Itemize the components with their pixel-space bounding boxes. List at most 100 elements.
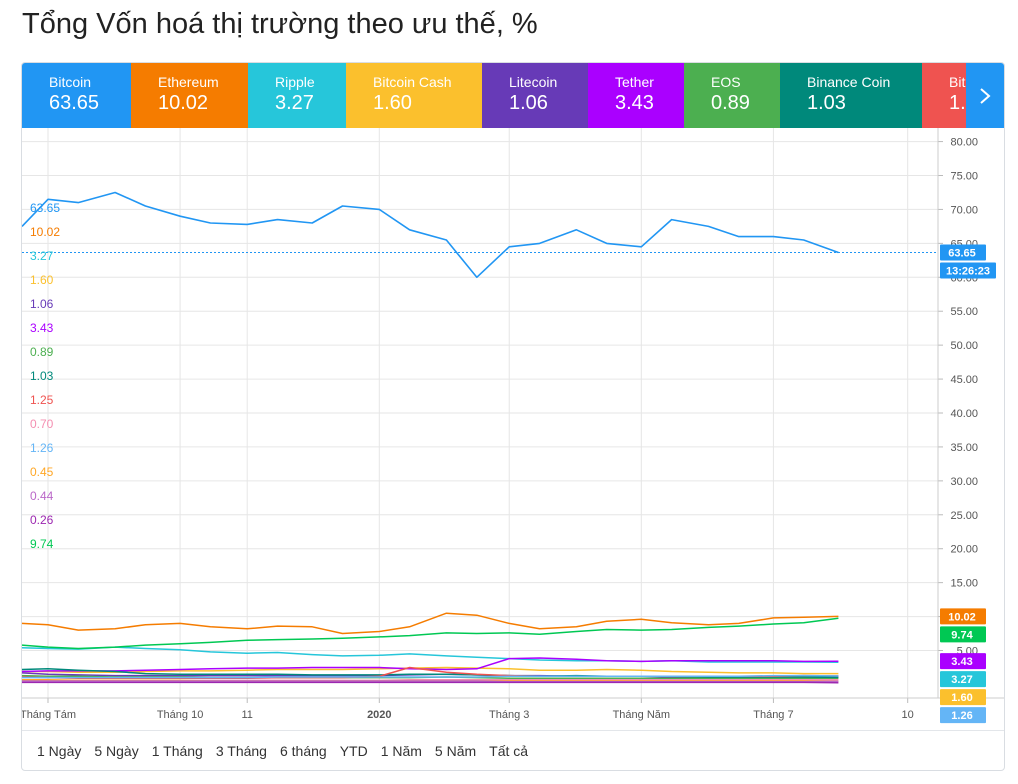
- series-line-2[interactable]: [22, 646, 839, 663]
- x-tick-label: 2020: [367, 709, 391, 721]
- tab-name: Ripple: [275, 74, 315, 90]
- x-tick-label: Tháng 10: [157, 709, 203, 721]
- range-button[interactable]: 5 Năm: [434, 742, 477, 759]
- price-tag-label: 3.27: [951, 674, 972, 686]
- tab-eos[interactable]: EOS 0.89: [684, 63, 780, 128]
- tab-value: 3.27: [275, 92, 314, 114]
- series-line-3[interactable]: [22, 666, 839, 675]
- legend-value: 0.70: [30, 417, 54, 431]
- legend-value: 3.43: [30, 321, 54, 335]
- tab-name: Bitcoin SV: [949, 74, 966, 90]
- tab-value: 63.65: [49, 92, 100, 114]
- tab-binance-coin[interactable]: Binance Coin 1.03: [780, 63, 922, 128]
- legend-value: 0.89: [30, 345, 54, 359]
- tab-bitcoin-sv[interactable]: Bitcoin SV 1.25: [922, 63, 966, 128]
- range-button[interactable]: 6 tháng: [279, 742, 327, 759]
- coin-tabs: Bitcoin 63.65 Ethereum 10.02 Ripple 3.27 Bitco…: [22, 63, 966, 128]
- range-button[interactable]: Tất cả: [489, 742, 529, 759]
- tab-value: 0.89: [711, 92, 750, 114]
- y-tick-label: 50.00: [950, 340, 978, 352]
- y-tick-label: 40.00: [950, 408, 978, 420]
- tab-tether[interactable]: Tether 3.43: [588, 63, 684, 128]
- tab-name: EOS: [711, 74, 741, 90]
- price-tag-label: 3.43: [951, 656, 972, 668]
- legend-value: 1.03: [30, 369, 54, 383]
- tab-litecoin[interactable]: Litecoin 1.06: [482, 63, 588, 128]
- chart-card: Bitcoin 63.65 Ethereum 10.02 Ripple 3.27 Bitco…: [21, 62, 1005, 771]
- range-button[interactable]: 1 Năm: [380, 742, 422, 759]
- time-tag-label: 13:26:23: [946, 266, 990, 278]
- tab-bitcoin[interactable]: Bitcoin 63.65: [22, 63, 131, 128]
- y-tick-label: 45.00: [950, 374, 978, 386]
- tab-name: Litecoin: [509, 74, 558, 90]
- legend-value: 63.65: [30, 201, 60, 215]
- tab-value: 10.02: [158, 92, 209, 114]
- x-tick-label: 11: [241, 709, 252, 721]
- x-tick-label: Tháng 7: [753, 709, 793, 721]
- y-tick-label: 25.00: [950, 510, 978, 522]
- tab-bitcoin-cash[interactable]: Bitcoin Cash 1.60: [346, 63, 482, 128]
- x-tick-label: Tháng Năm: [613, 709, 670, 721]
- legend-value: 0.26: [30, 513, 54, 527]
- legend-value: 1.25: [30, 393, 54, 407]
- range-selector: 1 Ngày 5 Ngày 1 Tháng 3 Tháng 6 tháng YTD 1 Nă…: [22, 730, 1004, 770]
- legend-value: 1.26: [30, 441, 54, 455]
- price-tag: [940, 707, 986, 724]
- price-tag: [940, 626, 986, 643]
- tab-ethereum[interactable]: Ethereum 10.02: [131, 63, 248, 128]
- series-line-1[interactable]: [22, 612, 839, 635]
- legend-value: 9.74: [30, 537, 54, 551]
- dominance-chart[interactable]: 5.0010.0015.0020.0025.0030.0035.0040.004…: [22, 128, 1004, 730]
- legend-value: 3.27: [30, 249, 54, 263]
- tab-name: Bitcoin Cash: [373, 74, 452, 90]
- price-tag: [940, 608, 986, 625]
- tab-name: Tether: [615, 74, 654, 90]
- y-tick-label: 20.00: [950, 544, 978, 556]
- tab-name: Binance Coin: [807, 74, 891, 90]
- series-line-14[interactable]: [22, 617, 839, 650]
- y-tick-label: 35.00: [950, 442, 978, 454]
- tab-value: 1.06: [509, 92, 548, 114]
- y-tick-label: 75.00: [950, 171, 978, 183]
- x-tick-label: Tháng Tám: [22, 709, 76, 721]
- price-tag: [940, 244, 986, 261]
- tab-ripple[interactable]: Ripple 3.27: [248, 63, 346, 128]
- range-button[interactable]: YTD: [339, 742, 368, 759]
- next-tabs-button[interactable]: [966, 63, 1004, 128]
- price-tag-label: 10.02: [948, 611, 976, 623]
- tab-value: 1.60: [373, 92, 412, 114]
- tab-value: 1.25: [949, 92, 966, 114]
- tab-value: 3.43: [615, 92, 654, 114]
- price-tag-label: 63.65: [948, 248, 976, 260]
- y-tick-label: 15.00: [950, 578, 978, 590]
- price-tag-label: 1.26: [951, 710, 972, 722]
- x-tick-label: Tháng 3: [489, 709, 529, 721]
- series-line-10[interactable]: [22, 674, 839, 679]
- range-button[interactable]: 5 Ngày: [94, 742, 139, 759]
- price-tag: [940, 689, 986, 706]
- range-button[interactable]: 3 Tháng: [215, 742, 267, 759]
- time-tag: [940, 262, 996, 279]
- y-tick-label: 55.00: [950, 306, 978, 318]
- tab-name: Ethereum: [158, 74, 219, 90]
- legend-value: 10.02: [30, 225, 60, 239]
- series-line-12[interactable]: [22, 680, 839, 683]
- y-tick-label: 30.00: [950, 476, 978, 488]
- tab-name: Bitcoin: [49, 74, 92, 90]
- legend-value: 1.06: [30, 297, 54, 311]
- price-tag: [940, 671, 986, 688]
- y-tick-label: 70.00: [950, 204, 978, 216]
- page-title: Tổng Vốn hoá thị trường theo ưu thế, %: [22, 8, 538, 40]
- y-tick-label: 80.00: [950, 137, 978, 149]
- x-tick-label: 10: [902, 709, 914, 721]
- series-line-0[interactable]: [22, 191, 839, 279]
- range-button[interactable]: 1 Ngày: [37, 742, 82, 759]
- legend-value: 0.45: [30, 465, 54, 479]
- legend-value: 1.60: [30, 273, 54, 287]
- price-tag-label: 1.60: [951, 692, 972, 704]
- legend-value: 0.44: [30, 489, 54, 503]
- price-tag-label: 9.74: [951, 629, 973, 641]
- range-button[interactable]: 1 Tháng: [151, 742, 203, 759]
- chevron-right-icon: [980, 87, 991, 104]
- price-tag: [940, 653, 986, 670]
